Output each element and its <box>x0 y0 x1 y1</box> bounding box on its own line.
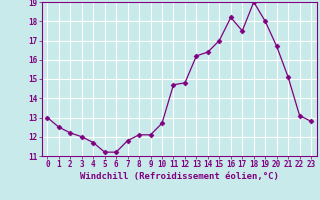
X-axis label: Windchill (Refroidissement éolien,°C): Windchill (Refroidissement éolien,°C) <box>80 172 279 181</box>
